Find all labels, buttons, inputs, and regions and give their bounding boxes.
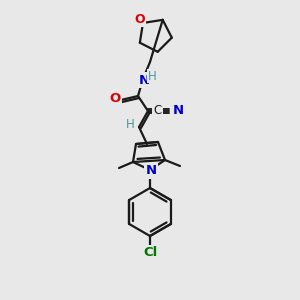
Text: O: O xyxy=(110,92,121,106)
Text: N: N xyxy=(172,104,184,118)
Text: O: O xyxy=(135,14,145,26)
Text: H: H xyxy=(126,118,134,130)
Text: H: H xyxy=(148,70,156,83)
Text: Cl: Cl xyxy=(143,247,157,260)
Text: N: N xyxy=(138,74,150,86)
Text: C: C xyxy=(153,104,162,118)
Text: N: N xyxy=(146,164,157,178)
